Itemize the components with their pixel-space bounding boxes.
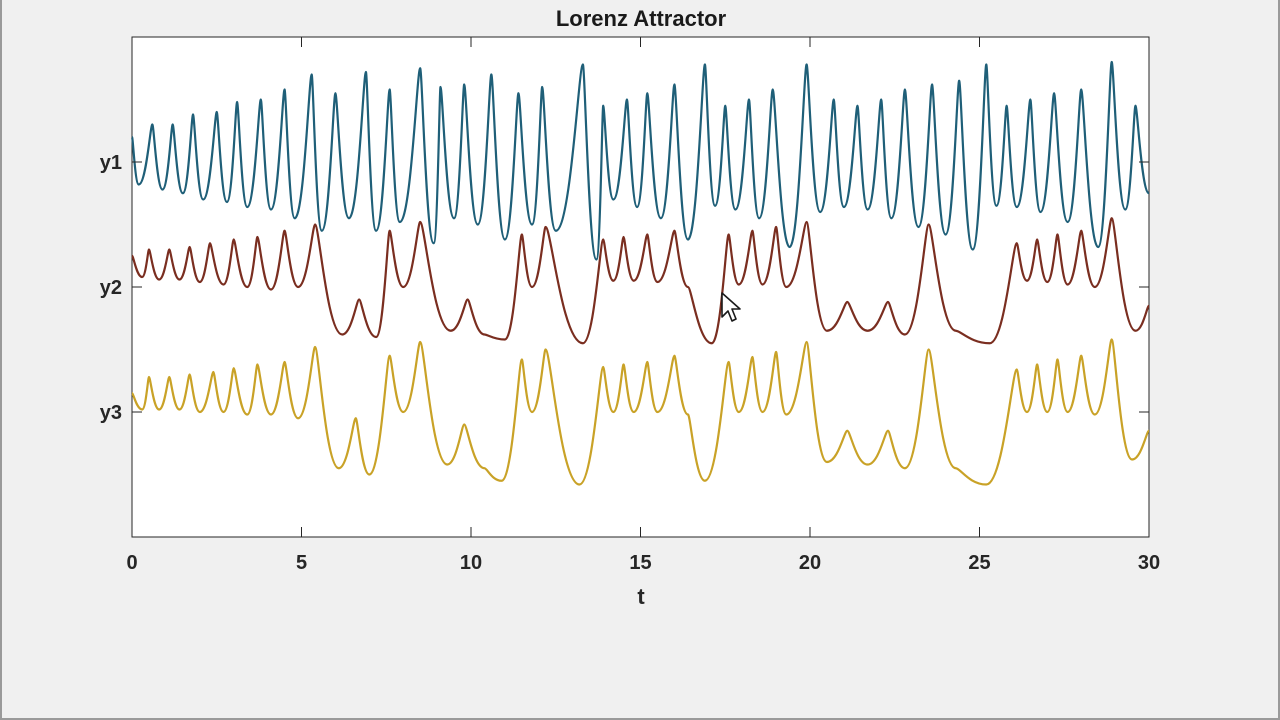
series-line-y2 xyxy=(130,217,1151,345)
x-axis-label: t xyxy=(637,584,645,609)
x-tick-label: 10 xyxy=(460,552,482,574)
mouse-pointer-icon xyxy=(721,292,741,322)
series-line-y1 xyxy=(130,60,1151,261)
x-tick-label: 15 xyxy=(629,552,651,574)
x-tick-label: 30 xyxy=(1138,552,1160,574)
x-tick-label: 5 xyxy=(296,552,307,574)
x-axis-ticks: 0 5 10 15 20 25 30 xyxy=(126,37,1160,574)
x-tick-label: 20 xyxy=(799,552,821,574)
series-line-y3 xyxy=(130,338,1151,486)
y-tick-label: y2 xyxy=(100,277,122,299)
y-axis-ticks: y1 y2 y3 xyxy=(100,152,1149,424)
x-tick-label: 25 xyxy=(968,552,990,574)
y-tick-label: y1 xyxy=(100,152,122,174)
series-layer xyxy=(130,60,1151,486)
plot-area xyxy=(131,36,1150,538)
x-tick-label: 0 xyxy=(126,552,137,574)
chart-title: Lorenz Attractor xyxy=(556,6,727,31)
y-tick-label: y3 xyxy=(100,402,122,424)
